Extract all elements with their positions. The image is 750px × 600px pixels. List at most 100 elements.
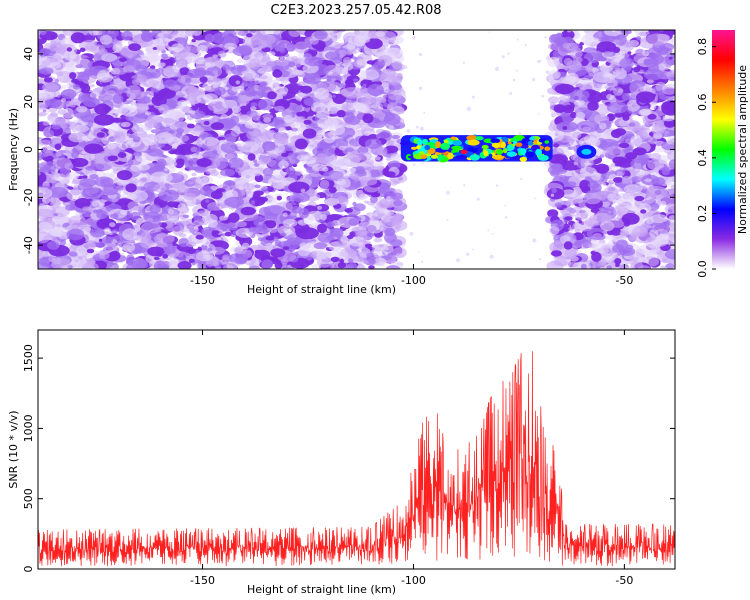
noise-blob: [86, 248, 95, 254]
noise-blob: [228, 75, 243, 87]
noise-blob: [339, 49, 347, 57]
noise-blob: [289, 212, 296, 216]
noise-blob: [77, 95, 89, 102]
noise-blob: [48, 107, 58, 113]
noise-blob: [155, 132, 174, 145]
noise-blob: [136, 103, 149, 113]
noise-blob: [316, 110, 330, 120]
noise-blob: [278, 160, 289, 169]
noise-blob: [38, 152, 47, 158]
noise-blob: [107, 142, 116, 150]
noise-blob: [76, 246, 87, 257]
noise-blob: [277, 225, 296, 236]
noise-blob: [112, 67, 127, 75]
noise-blob: [379, 182, 391, 191]
noise-blob: [164, 168, 168, 172]
noise-blob: [253, 162, 260, 167]
noise-blob: [223, 260, 228, 265]
noise-blob: [193, 226, 199, 230]
noise-blob: [299, 85, 313, 94]
noise-blob: [303, 72, 321, 85]
noise-blob: [47, 241, 60, 250]
noise-blob: [218, 44, 224, 48]
noise-blob: [182, 220, 191, 226]
noise-blob: [214, 86, 226, 96]
noise-blob: [97, 90, 106, 97]
noise-blob: [203, 120, 210, 126]
noise-blob: [288, 181, 310, 194]
noise-blob: [90, 163, 105, 171]
noise-blob: [319, 179, 330, 189]
noise-blob: [250, 106, 257, 111]
noise-blob: [219, 215, 228, 221]
noise-blob: [61, 226, 66, 230]
noise-blob: [282, 246, 290, 251]
noise-blob: [42, 120, 50, 126]
noise-blob: [191, 79, 200, 84]
noise-blob: [366, 252, 374, 258]
noise-blob: [367, 83, 384, 96]
noise-blob: [89, 174, 99, 180]
noise-blob: [254, 172, 261, 177]
noise-blob: [126, 53, 134, 59]
noise-blob: [270, 166, 276, 171]
noise-blob: [71, 179, 81, 185]
noise-blob: [304, 56, 323, 67]
noise-blob: [96, 132, 105, 138]
noise-blob: [294, 138, 308, 150]
noise-blob: [272, 116, 285, 124]
noise-blob: [92, 200, 99, 207]
noise-blob: [159, 83, 164, 88]
noise-blob: [126, 193, 138, 201]
noise-blob: [345, 263, 358, 269]
noise-blob: [182, 214, 190, 218]
noise-blob: [109, 81, 115, 86]
noise-blob: [164, 38, 171, 42]
noise-blob: [136, 182, 144, 187]
noise-blob: [172, 225, 184, 236]
noise-blob: [177, 203, 187, 212]
noise-blob: [68, 132, 87, 143]
noise-blob: [113, 135, 121, 140]
noise-blob: [168, 130, 175, 134]
noise-blob: [194, 221, 199, 226]
noise-blob: [212, 54, 219, 58]
noise-blob: [133, 150, 142, 157]
noise-blob: [202, 136, 219, 147]
noise-blob: [176, 57, 188, 68]
noise-blob: [248, 265, 260, 269]
noise-blob: [112, 93, 124, 104]
noise-blob: [341, 62, 354, 71]
noise-blob: [149, 204, 161, 214]
noise-blob: [224, 42, 238, 50]
noise-blob: [72, 84, 80, 90]
noise-blob: [90, 155, 96, 160]
noise-blob: [299, 155, 316, 165]
noise-blob: [43, 77, 53, 83]
noise-blob: [167, 200, 180, 208]
noise-blob: [126, 254, 135, 263]
noise-blob: [196, 139, 202, 144]
noise-blob: [153, 256, 160, 261]
noise-blob: [349, 173, 359, 179]
noise-blob: [150, 171, 169, 183]
noise-blob: [364, 138, 382, 150]
noise-blob: [246, 33, 253, 38]
noise-blob: [294, 41, 310, 54]
noise-blob: [168, 212, 180, 219]
noise-blob: [84, 143, 104, 154]
noise-blob: [272, 69, 283, 78]
noise-blob: [344, 80, 354, 85]
noise-blob: [127, 159, 134, 166]
noise-blob: [46, 155, 54, 161]
noise-blob: [188, 180, 195, 185]
noise-blob: [222, 64, 230, 71]
noise-blob: [49, 57, 59, 63]
noise-blob: [364, 159, 374, 165]
noise-blob: [205, 62, 211, 68]
noise-blob: [392, 247, 407, 259]
noise-blob: [390, 192, 404, 200]
noise-blob: [262, 141, 276, 152]
noise-blob: [572, 220, 594, 232]
